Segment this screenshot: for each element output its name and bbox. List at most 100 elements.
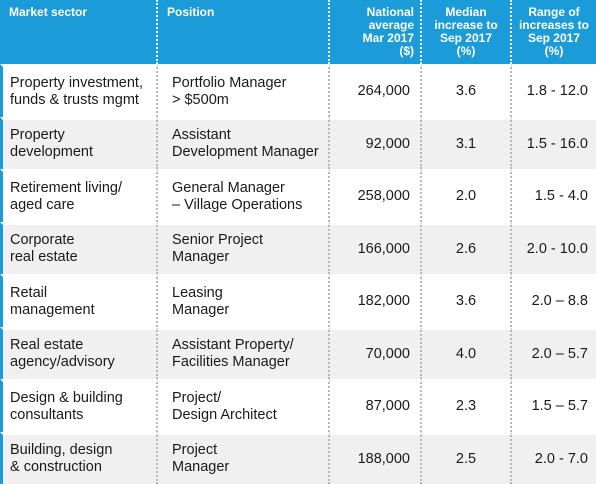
sector-text: management <box>10 301 95 318</box>
range-text: 2.0 – 8.8 <box>531 293 588 310</box>
position-text: General Manager <box>172 179 285 196</box>
national-average-cell: 70,000 <box>330 326 422 379</box>
sector-text: Retail <box>10 284 48 301</box>
median-increase-cell: 2.5 <box>422 431 512 484</box>
table-row: Retirement living/aged care General Manag… <box>0 169 596 222</box>
sector-text: & construction <box>10 459 102 476</box>
position-cell: Leasing Manager <box>158 274 330 327</box>
median-increase-text: 4.0 <box>455 345 477 362</box>
header-line: ($) <box>399 44 414 58</box>
sector-text: Property investment, <box>10 74 143 91</box>
range-text: 2.0 – 5.7 <box>531 345 588 362</box>
sector-text: Property <box>10 127 65 144</box>
header-row: Market sector Position National average … <box>0 0 596 64</box>
header-position: Position <box>158 0 330 64</box>
header-line: Mar 2017 <box>362 31 414 45</box>
sector-cell: Property development <box>0 116 158 169</box>
table-body: Property investment, funds & trusts mgmt P… <box>0 64 596 484</box>
table-row: Corporate real estate Senior Project Manage… <box>0 221 596 274</box>
position-text: Senior Project <box>172 232 264 249</box>
sector-text: Real estate <box>10 337 84 354</box>
position-text: Project/ <box>172 389 222 406</box>
position-cell: Assistant Development Manager <box>158 116 330 169</box>
national-average-text: 188,000 <box>357 450 410 467</box>
national-average-cell: 166,000 <box>330 221 422 274</box>
sector-text: aged care <box>10 196 75 213</box>
sector-cell: Real estate agency/advisory <box>0 326 158 379</box>
header-range-of-increases: Range of increases to Sep 2017 (%) <box>512 0 596 64</box>
sector-text: real estate <box>10 249 78 266</box>
position-text: Project <box>172 442 218 459</box>
range-text: 2.0 - 7.0 <box>534 450 588 467</box>
position-text: Leasing <box>172 284 223 301</box>
median-increase-cell: 2.0 <box>422 169 512 222</box>
header-line: increases to <box>518 18 590 32</box>
position-text: > $500m <box>172 91 229 108</box>
position-text: Manager <box>172 249 230 266</box>
national-average-cell: 182,000 <box>330 274 422 327</box>
national-average-text: 70,000 <box>365 345 410 362</box>
median-increase-cell: 3.6 <box>422 274 512 327</box>
position-text: Assistant Property/ <box>172 337 294 354</box>
median-increase-text: 2.6 <box>455 240 477 257</box>
national-average-text: 87,000 <box>365 398 410 415</box>
header-line: Median <box>445 5 487 19</box>
sector-text: agency/advisory <box>10 354 115 371</box>
header-line: Position <box>167 5 215 19</box>
range-text: 2.0 - 10.0 <box>526 240 588 257</box>
national-average-text: 166,000 <box>357 240 410 257</box>
sector-text: Retirement living/ <box>10 179 123 196</box>
range-cell: 2.0 - 7.0 <box>512 431 596 484</box>
position-text: Manager <box>172 301 230 318</box>
sector-text: development <box>10 144 94 161</box>
header-line: increase to <box>434 18 498 32</box>
position-cell: Project/Design Architect <box>158 379 330 432</box>
national-average-text: 182,000 <box>357 293 410 310</box>
range-cell: 1.8 - 12.0 <box>512 64 596 117</box>
median-increase-cell: 3.1 <box>422 116 512 169</box>
header-line: (%) <box>456 44 476 58</box>
header-line: National <box>366 5 414 19</box>
national-average-cell: 188,000 <box>330 431 422 484</box>
range-cell: 1.5 - 4.0 <box>512 169 596 222</box>
sector-cell: Retail management <box>0 274 158 327</box>
median-increase-cell: 2.6 <box>422 221 512 274</box>
sector-cell: Building, design & construction <box>0 431 158 484</box>
position-text: Assistant <box>172 127 231 144</box>
position-cell: Senior Project Manager <box>158 221 330 274</box>
median-increase-text: 3.6 <box>455 293 477 310</box>
sector-text: consultants <box>10 406 84 423</box>
position-text: Portfolio Manager <box>172 74 287 91</box>
position-text: Manager <box>172 459 230 476</box>
position-text: Design Architect <box>172 406 277 423</box>
median-increase-text: 2.3 <box>455 398 477 415</box>
median-increase-text: 3.6 <box>455 83 477 100</box>
position-text: Development Manager <box>172 144 319 161</box>
table-row: Property investment, funds & trusts mgmt P… <box>0 64 596 117</box>
table-row: Design & building consultants Project/Desi… <box>0 379 596 432</box>
position-cell: General Manager – Village Operations <box>158 169 330 222</box>
national-average-text: 264,000 <box>357 83 410 100</box>
table-row: Property development Assistant Development … <box>0 116 596 169</box>
median-increase-cell: 2.3 <box>422 379 512 432</box>
sector-text: funds & trusts mgmt <box>10 91 139 108</box>
header-line: Sep 2017 <box>527 31 581 45</box>
national-average-cell: 264,000 <box>330 64 422 117</box>
range-text: 1.5 – 5.7 <box>531 398 588 415</box>
median-increase-cell: 4.0 <box>422 326 512 379</box>
median-increase-cell: 3.6 <box>422 64 512 117</box>
national-average-cell: 87,000 <box>330 379 422 432</box>
header-line: Market sector <box>9 5 88 19</box>
sector-cell: Design & building consultants <box>0 379 158 432</box>
range-text: 1.5 - 4.0 <box>534 188 588 205</box>
header-line: average <box>368 18 414 32</box>
table-row: Real estate agency/advisory Assistant Prop… <box>0 326 596 379</box>
range-cell: 2.0 – 8.8 <box>512 274 596 327</box>
header-national-average: National average Mar 2017 ($) <box>330 0 422 64</box>
sector-text: Design & building <box>10 389 123 406</box>
sector-cell: Corporate real estate <box>0 221 158 274</box>
median-increase-text: 3.1 <box>455 135 477 152</box>
position-cell: Portfolio Manager > $500m <box>158 64 330 117</box>
header-market-sector: Market sector <box>0 0 158 64</box>
sector-text: Building, design <box>10 442 113 459</box>
